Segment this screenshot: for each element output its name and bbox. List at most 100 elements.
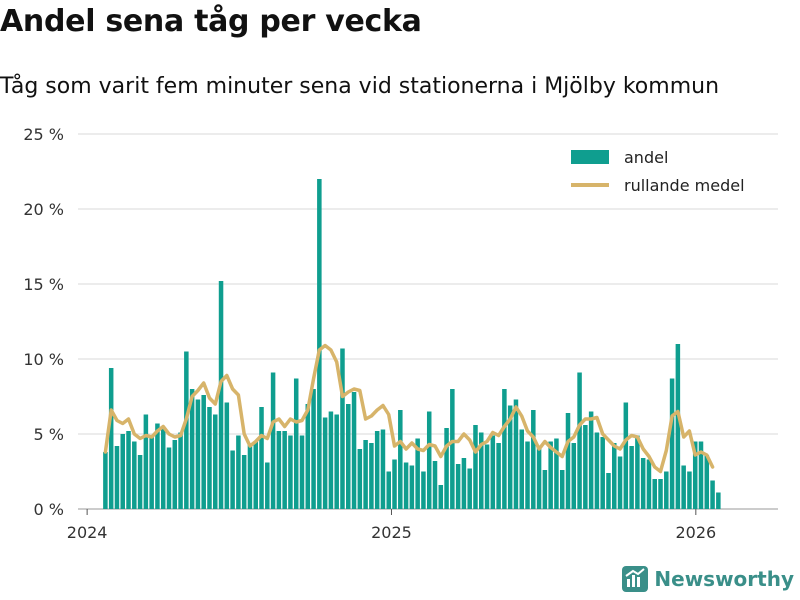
bar	[218, 281, 224, 509]
bar	[114, 446, 120, 509]
bar	[374, 431, 380, 509]
bar	[525, 441, 530, 509]
bar	[403, 462, 409, 509]
bar	[253, 441, 258, 509]
bar	[612, 443, 617, 509]
bar	[588, 411, 594, 509]
bar	[421, 471, 426, 509]
bar	[450, 389, 455, 509]
bar-series	[103, 179, 721, 509]
bar	[502, 389, 507, 509]
bar	[467, 468, 472, 509]
bar	[346, 404, 351, 509]
bar	[519, 429, 524, 509]
bar	[328, 411, 334, 509]
bar	[340, 348, 345, 509]
bar	[120, 434, 125, 509]
bar	[392, 459, 397, 509]
bar	[247, 444, 253, 509]
x-tick-label: 2025	[371, 523, 412, 542]
bar	[299, 435, 305, 509]
bar	[652, 479, 657, 509]
bar	[484, 444, 490, 509]
bar	[438, 485, 444, 509]
bar	[698, 441, 704, 509]
bar	[415, 438, 420, 509]
bar	[479, 432, 484, 509]
bar	[629, 446, 634, 509]
brand-name: Newsworthy	[654, 567, 794, 591]
bar	[444, 428, 449, 509]
bar	[658, 479, 663, 509]
bar	[241, 455, 247, 509]
bar	[143, 414, 149, 509]
brand: Newsworthy	[622, 566, 794, 592]
bar	[293, 378, 299, 509]
legend-bar-swatch	[571, 150, 609, 164]
bar	[155, 423, 160, 509]
legend-bar-label: andel	[624, 148, 668, 167]
bar	[513, 399, 519, 509]
bar	[710, 480, 715, 509]
bar	[409, 465, 415, 509]
bar	[270, 372, 276, 509]
bar	[126, 431, 131, 509]
chart-subtitle: Tåg som varit fem minuter sena vid stati…	[0, 74, 720, 99]
bar	[635, 435, 640, 509]
y-axis: 0 % 5 % 10 % 15 % 20 % 25 %	[23, 125, 64, 519]
bar	[565, 413, 571, 509]
bar	[201, 395, 206, 509]
bar	[594, 432, 600, 509]
bar	[288, 435, 293, 509]
bar	[455, 464, 461, 509]
rolling-average-line	[103, 343, 715, 474]
bar	[317, 179, 322, 509]
bar	[108, 368, 114, 509]
y-tick-label: 10 %	[23, 350, 64, 369]
chart-title: Andel sena tåg per vecka	[0, 4, 422, 39]
bar	[160, 426, 166, 509]
bar	[230, 450, 235, 509]
y-tick-label: 5 %	[34, 425, 64, 444]
bar	[507, 405, 513, 509]
bar	[207, 407, 212, 509]
bar	[531, 410, 536, 509]
y-tick-label: 20 %	[23, 200, 64, 219]
bar	[369, 443, 374, 509]
bar	[103, 452, 108, 509]
bar	[646, 459, 652, 509]
bar	[276, 431, 282, 509]
bar	[669, 378, 675, 509]
bar	[265, 462, 270, 509]
bar	[184, 351, 189, 509]
bar	[716, 492, 721, 509]
bar	[311, 389, 316, 509]
bar	[432, 461, 438, 509]
bar	[473, 425, 478, 509]
bar	[195, 399, 201, 509]
bar	[623, 402, 629, 509]
bar	[617, 456, 623, 509]
bar	[704, 455, 710, 509]
bar	[363, 440, 368, 509]
bar	[213, 414, 218, 509]
bar	[149, 437, 154, 509]
bar	[536, 447, 542, 509]
bar	[166, 447, 172, 509]
bar	[137, 455, 143, 509]
x-tick-label: 2024	[67, 523, 108, 542]
bar	[259, 407, 264, 509]
bar	[461, 458, 467, 509]
bar	[600, 437, 605, 509]
bar	[583, 425, 588, 509]
bar	[426, 411, 432, 509]
x-tick-label: 2026	[675, 523, 716, 542]
bar	[542, 470, 548, 509]
bar	[224, 402, 230, 509]
y-tick-label: 15 %	[23, 275, 64, 294]
bar	[132, 441, 137, 509]
bar	[687, 471, 692, 509]
bar	[559, 470, 565, 509]
bar	[282, 431, 287, 509]
